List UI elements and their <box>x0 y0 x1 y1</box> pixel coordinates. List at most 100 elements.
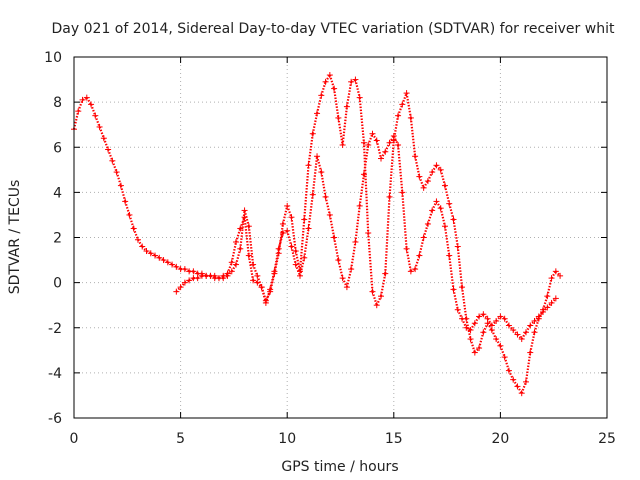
series-trace <box>546 302 553 309</box>
y-tick-label: 8 <box>53 95 62 111</box>
series-trace <box>333 88 340 119</box>
series-trace <box>277 223 285 254</box>
series-trace <box>230 241 238 263</box>
x-tick-labels: 0 5 10 15 20 25 <box>70 431 616 447</box>
series-trace <box>388 140 395 197</box>
series-trace <box>341 106 348 146</box>
series-trace <box>324 196 331 216</box>
series-trace <box>77 99 84 112</box>
series-trace <box>294 250 302 272</box>
series-trace <box>375 140 383 159</box>
series-trace <box>503 356 510 371</box>
series-trace <box>541 295 549 311</box>
series-trace <box>307 194 314 229</box>
series-trace <box>426 210 434 225</box>
series-trace <box>409 117 417 157</box>
series-trace <box>234 248 242 265</box>
data-point <box>557 272 564 279</box>
series-trace <box>281 205 289 225</box>
series-trace <box>405 248 412 272</box>
series-trace <box>367 133 374 146</box>
series-trace <box>72 110 80 130</box>
series-trace <box>128 214 135 229</box>
series-trace <box>303 165 310 220</box>
series-trace <box>529 320 536 327</box>
series-trace <box>384 142 391 153</box>
series-trace <box>435 200 442 209</box>
series-trace <box>362 142 370 234</box>
data-point <box>552 295 559 302</box>
series-trace <box>414 255 421 270</box>
series-trace <box>482 313 489 320</box>
series-trace <box>298 257 306 277</box>
series-trace <box>350 241 357 270</box>
series-trace <box>435 164 442 171</box>
y-tick-label: 2 <box>53 231 62 247</box>
series-trace <box>452 289 459 310</box>
series-trace <box>290 246 297 265</box>
axis-ticks <box>73 56 608 419</box>
series-trace <box>401 192 408 249</box>
series-trace <box>371 291 378 306</box>
series-trace <box>397 103 404 117</box>
series-trace <box>448 255 455 290</box>
series-trace <box>286 205 293 218</box>
series-trace <box>371 133 378 142</box>
series-trace <box>286 230 293 247</box>
series-trace <box>107 149 114 162</box>
series-trace <box>256 281 263 288</box>
series-trace <box>473 315 481 324</box>
y-tick-label: -6 <box>48 411 62 427</box>
series-trace <box>422 180 429 189</box>
series-trace <box>507 370 515 381</box>
series-trace <box>431 164 438 173</box>
y-tick-label: -4 <box>48 366 62 382</box>
series-trace <box>396 144 404 193</box>
series-trace <box>345 81 353 107</box>
series-trace <box>426 171 434 182</box>
series-trace <box>550 270 557 279</box>
series-trace <box>90 103 97 117</box>
series-trace <box>375 295 383 306</box>
series-trace <box>273 248 280 272</box>
y-tick-label: 0 <box>53 276 62 292</box>
series-trace <box>422 223 429 238</box>
series-trace <box>328 214 336 238</box>
series-trace <box>320 171 327 198</box>
series-trace <box>354 79 361 98</box>
series-trace <box>520 381 528 394</box>
data-point <box>446 252 453 259</box>
series-trace <box>533 315 540 322</box>
series-trace <box>175 286 182 293</box>
series-trace <box>495 338 502 347</box>
x-tick-label: 10 <box>278 431 296 447</box>
series-trace <box>179 281 186 288</box>
series-trace <box>358 97 366 143</box>
series-trace <box>111 160 118 173</box>
series-trace <box>243 217 250 256</box>
series-trace <box>542 306 549 313</box>
series-trace <box>298 219 306 272</box>
series-trace <box>85 97 92 105</box>
series-trace <box>465 318 472 340</box>
series-trace <box>132 228 139 241</box>
series-trace <box>550 297 557 304</box>
series-trace <box>230 263 237 272</box>
series-trace <box>102 137 110 150</box>
series-trace <box>239 216 246 229</box>
series-trace <box>252 264 259 277</box>
series-trace <box>247 226 255 265</box>
series-trace <box>124 201 131 216</box>
series-trace <box>94 115 101 128</box>
series-trace <box>418 176 425 189</box>
x-tick-label: 5 <box>176 431 185 447</box>
series-trace <box>469 322 476 331</box>
y-tick-label: 10 <box>44 50 62 66</box>
grid-lines <box>74 57 607 418</box>
series-trace <box>503 318 510 327</box>
series-trace <box>315 95 323 114</box>
series-trace <box>337 259 344 279</box>
series-trace <box>328 74 336 89</box>
series-trace <box>401 92 408 105</box>
